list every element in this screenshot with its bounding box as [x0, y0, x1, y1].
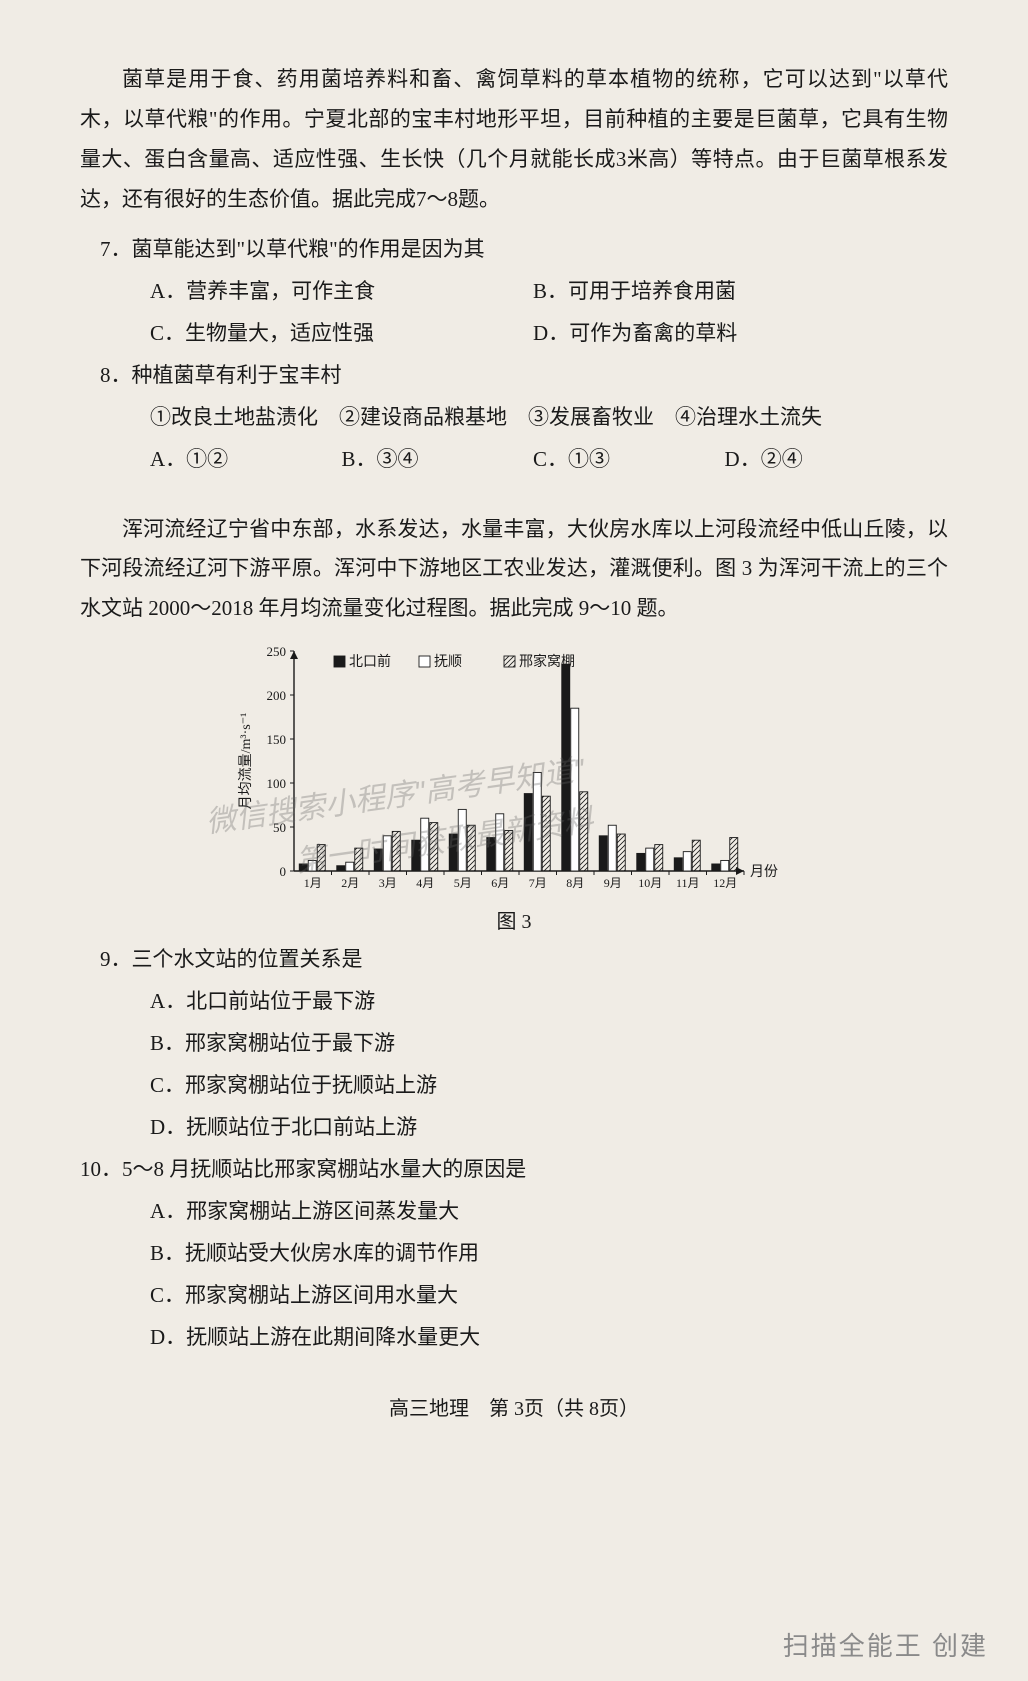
q8-subitems: ①改良土地盐渍化 ②建设商品粮基地 ③发展畜牧业 ④治理水土流失	[150, 396, 948, 438]
q7-opt-c: C．生物量大，适应性强	[150, 312, 533, 354]
svg-text:8月: 8月	[566, 876, 584, 890]
q9-opt-c: C．邢家窝棚站位于抚顺站上游	[150, 1064, 948, 1106]
q7-options-row1: A．营养丰富，可作主食 B．可用于培养食用菌	[150, 270, 948, 312]
svg-text:50: 50	[273, 820, 286, 835]
q9-opt-b: B．邢家窝棚站位于最下游	[150, 1022, 948, 1064]
svg-text:100: 100	[267, 776, 287, 791]
svg-text:抚顺: 抚顺	[434, 654, 462, 670]
svg-text:5月: 5月	[454, 876, 472, 890]
svg-text:250: 250	[267, 644, 287, 659]
q10-opt-b: B．抚顺站受大伙房水库的调节作用	[150, 1232, 948, 1274]
q10-text: 10．5～8 月抚顺站比邢家窝棚站水量大的原因是	[80, 1157, 526, 1181]
q7-opt-d: D．可作为畜禽的草料	[533, 312, 916, 354]
q7-opt-b: B．可用于培养食用菌	[533, 270, 916, 312]
svg-text:10月: 10月	[638, 876, 662, 890]
q9-text: 9．三个水文站的位置关系是	[100, 947, 363, 971]
passage-2: 浑河流经辽宁省中东部，水系发达，水量丰富，大伙房水库以上河段流经中低山丘陵，以下…	[80, 510, 948, 630]
svg-text:1月: 1月	[304, 876, 322, 890]
q7-options-row2: C．生物量大，适应性强 D．可作为畜禽的草料	[150, 312, 948, 354]
svg-text:200: 200	[267, 688, 287, 703]
question-9: 9．三个水文站的位置关系是	[100, 938, 948, 980]
svg-text:北口前: 北口前	[349, 653, 391, 670]
bar-chart-svg: 050100150200250月均流量/m³·s⁻¹月份北口前抚顺邢家窝棚1月2…	[234, 641, 794, 901]
q7-text: 7．菌草能达到"以草代粮"的作用是因为其	[100, 237, 485, 261]
svg-text:150: 150	[267, 732, 287, 747]
page-footer: 高三地理 第 3页（共 8页）	[0, 1392, 1028, 1421]
q10-opt-a: A．邢家窝棚站上游区间蒸发量大	[150, 1190, 948, 1232]
svg-text:6月: 6月	[491, 876, 509, 890]
question-10: 10．5～8 月抚顺站比邢家窝棚站水量大的原因是	[80, 1148, 948, 1190]
q10-opt-c: C．邢家窝棚站上游区间用水量大	[150, 1274, 948, 1316]
q8-options: A．①② B．③④ C．①③ D．②④	[150, 438, 948, 480]
svg-text:0: 0	[280, 864, 287, 879]
question-8: 8．种植菌草有利于宝丰村	[100, 354, 948, 396]
svg-text:12月: 12月	[713, 876, 737, 890]
passage-1: 菌草是用于食、药用菌培养料和畜、禽饲草料的草本植物的统称，它可以达到"以草代木，…	[80, 60, 948, 220]
svg-text:9月: 9月	[604, 876, 622, 890]
q10-opt-d: D．抚顺站上游在此期间降水量更大	[150, 1316, 948, 1358]
q8-text: 8．种植菌草有利于宝丰村	[100, 363, 342, 387]
chart-figure-3: 050100150200250月均流量/m³·s⁻¹月份北口前抚顺邢家窝棚1月2…	[234, 641, 794, 934]
q8-opt-c: C．①③	[533, 438, 725, 480]
q9-opt-d: D．抚顺站位于北口前站上游	[150, 1106, 948, 1148]
svg-text:11月: 11月	[676, 876, 700, 890]
chart-caption: 图 3	[234, 905, 794, 934]
svg-text:月均流量/m³·s⁻¹: 月均流量/m³·s⁻¹	[238, 713, 254, 810]
svg-text:2月: 2月	[341, 876, 359, 890]
question-7: 7．菌草能达到"以草代粮"的作用是因为其	[100, 228, 948, 270]
q9-opt-a: A．北口前站位于最下游	[150, 980, 948, 1022]
svg-text:7月: 7月	[529, 876, 547, 890]
q7-opt-a: A．营养丰富，可作主食	[150, 270, 533, 312]
q8-opt-d: D．②④	[725, 438, 917, 480]
q8-opt-b: B．③④	[342, 438, 534, 480]
svg-text:月份: 月份	[750, 864, 778, 880]
svg-text:4月: 4月	[416, 876, 434, 890]
svg-text:3月: 3月	[379, 876, 397, 890]
scan-stamp: 扫描全能王 创建	[783, 1626, 988, 1663]
q8-opt-a: A．①②	[150, 438, 342, 480]
